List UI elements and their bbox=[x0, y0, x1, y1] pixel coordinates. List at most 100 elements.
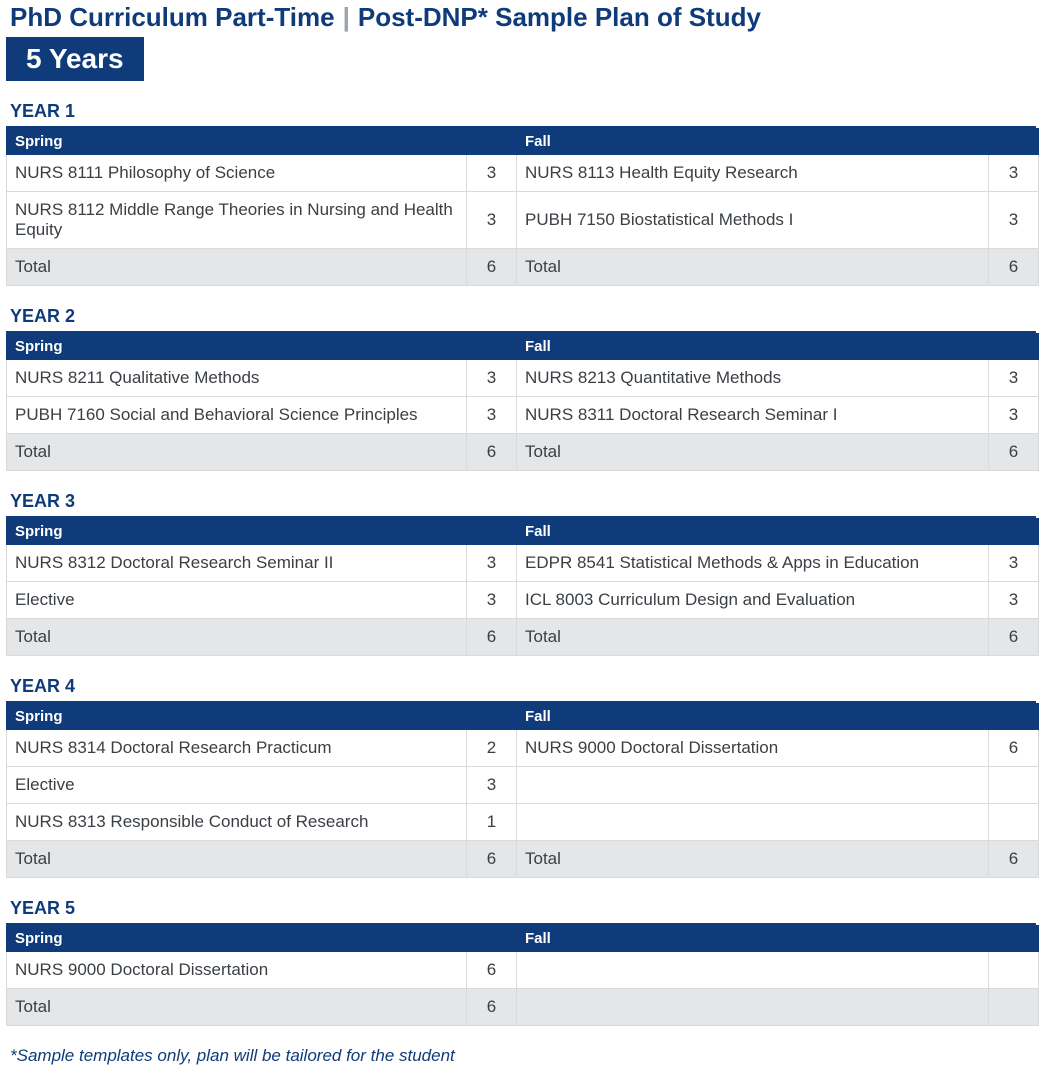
title-sub: Post-DNP* Sample Plan of Study bbox=[358, 2, 761, 33]
fall-credits: 3 bbox=[989, 360, 1039, 397]
footnote: *Sample templates only, plan will be tai… bbox=[6, 1044, 1036, 1068]
fall-total-label: Total bbox=[517, 434, 989, 471]
total-row: Total6Total6 bbox=[7, 619, 1039, 656]
spring-total-label: Total bbox=[7, 619, 467, 656]
year-block: YEAR 1SpringFallNURS 8111 Philosophy of … bbox=[6, 99, 1036, 286]
fall-total-value: 6 bbox=[989, 249, 1039, 286]
semester-table: SpringFallNURS 8312 Doctoral Research Se… bbox=[6, 518, 1039, 656]
semester-table: SpringFallNURS 8111 Philosophy of Scienc… bbox=[6, 128, 1039, 286]
duration-badge: 5 Years bbox=[6, 37, 144, 81]
spring-header: Spring bbox=[7, 519, 517, 545]
page-title-row: PhD Curriculum Part-Time | Post-DNP* Sam… bbox=[6, 2, 1036, 33]
fall-course: PUBH 7150 Biostatistical Methods I bbox=[517, 192, 989, 249]
semester-table: SpringFallNURS 9000 Doctoral Dissertatio… bbox=[6, 925, 1039, 1026]
fall-course: NURS 8213 Quantitative Methods bbox=[517, 360, 989, 397]
fall-course bbox=[517, 952, 989, 989]
title-separator: | bbox=[343, 2, 350, 33]
spring-total-label: Total bbox=[7, 841, 467, 878]
spring-credits: 6 bbox=[467, 952, 517, 989]
fall-header: Fall bbox=[517, 519, 1039, 545]
spring-course: NURS 8211 Qualitative Methods bbox=[7, 360, 467, 397]
semester-table: SpringFallNURS 8211 Qualitative Methods3… bbox=[6, 333, 1039, 471]
spring-course: PUBH 7160 Social and Behavioral Science … bbox=[7, 397, 467, 434]
table-row: NURS 8112 Middle Range Theories in Nursi… bbox=[7, 192, 1039, 249]
spring-total-value: 6 bbox=[467, 434, 517, 471]
year-label: YEAR 3 bbox=[6, 489, 1036, 518]
total-row: Total6Total6 bbox=[7, 841, 1039, 878]
fall-credits: 3 bbox=[989, 582, 1039, 619]
spring-course: Elective bbox=[7, 767, 467, 804]
spring-total-value: 6 bbox=[467, 841, 517, 878]
fall-credits: 3 bbox=[989, 155, 1039, 192]
spring-credits: 3 bbox=[467, 360, 517, 397]
fall-course bbox=[517, 767, 989, 804]
total-row: Total6Total6 bbox=[7, 249, 1039, 286]
fall-course: NURS 8311 Doctoral Research Seminar I bbox=[517, 397, 989, 434]
table-row: Elective3 bbox=[7, 767, 1039, 804]
spring-total-label: Total bbox=[7, 249, 467, 286]
fall-header: Fall bbox=[517, 704, 1039, 730]
year-block: YEAR 3SpringFallNURS 8312 Doctoral Resea… bbox=[6, 489, 1036, 656]
year-block: YEAR 5SpringFallNURS 9000 Doctoral Disse… bbox=[6, 896, 1036, 1026]
fall-course: NURS 9000 Doctoral Dissertation bbox=[517, 730, 989, 767]
fall-total-label bbox=[517, 989, 989, 1026]
fall-course: EDPR 8541 Statistical Methods & Apps in … bbox=[517, 545, 989, 582]
year-label: YEAR 4 bbox=[6, 674, 1036, 703]
fall-total-value: 6 bbox=[989, 434, 1039, 471]
year-block: YEAR 2SpringFallNURS 8211 Qualitative Me… bbox=[6, 304, 1036, 471]
fall-header: Fall bbox=[517, 129, 1039, 155]
spring-course: NURS 8313 Responsible Conduct of Researc… bbox=[7, 804, 467, 841]
fall-course: NURS 8113 Health Equity Research bbox=[517, 155, 989, 192]
fall-header: Fall bbox=[517, 926, 1039, 952]
spring-total-label: Total bbox=[7, 434, 467, 471]
table-row: NURS 8313 Responsible Conduct of Researc… bbox=[7, 804, 1039, 841]
table-row: NURS 8111 Philosophy of Science3NURS 811… bbox=[7, 155, 1039, 192]
fall-credits: 3 bbox=[989, 545, 1039, 582]
spring-total-label: Total bbox=[7, 989, 467, 1026]
spring-header: Spring bbox=[7, 704, 517, 730]
semester-table: SpringFallNURS 8314 Doctoral Research Pr… bbox=[6, 703, 1039, 878]
spring-header: Spring bbox=[7, 334, 517, 360]
spring-credits: 2 bbox=[467, 730, 517, 767]
spring-total-value: 6 bbox=[467, 249, 517, 286]
spring-header: Spring bbox=[7, 926, 517, 952]
spring-total-value: 6 bbox=[467, 989, 517, 1026]
fall-total-label: Total bbox=[517, 619, 989, 656]
spring-credits: 3 bbox=[467, 155, 517, 192]
fall-course bbox=[517, 804, 989, 841]
fall-credits: 3 bbox=[989, 397, 1039, 434]
year-label: YEAR 1 bbox=[6, 99, 1036, 128]
spring-course: NURS 8314 Doctoral Research Practicum bbox=[7, 730, 467, 767]
fall-credits bbox=[989, 804, 1039, 841]
fall-total-label: Total bbox=[517, 841, 989, 878]
fall-header: Fall bbox=[517, 334, 1039, 360]
spring-credits: 3 bbox=[467, 767, 517, 804]
table-row: NURS 8312 Doctoral Research Seminar II3E… bbox=[7, 545, 1039, 582]
year-label: YEAR 5 bbox=[6, 896, 1036, 925]
total-row: Total6Total6 bbox=[7, 434, 1039, 471]
spring-header: Spring bbox=[7, 129, 517, 155]
table-row: NURS 8314 Doctoral Research Practicum2NU… bbox=[7, 730, 1039, 767]
fall-total-value: 6 bbox=[989, 841, 1039, 878]
fall-credits bbox=[989, 767, 1039, 804]
years-container: YEAR 1SpringFallNURS 8111 Philosophy of … bbox=[6, 99, 1036, 1026]
fall-total-value bbox=[989, 989, 1039, 1026]
spring-course: Elective bbox=[7, 582, 467, 619]
spring-credits: 3 bbox=[467, 582, 517, 619]
spring-course: NURS 8312 Doctoral Research Seminar II bbox=[7, 545, 467, 582]
spring-course: NURS 8112 Middle Range Theories in Nursi… bbox=[7, 192, 467, 249]
spring-credits: 3 bbox=[467, 545, 517, 582]
fall-credits: 6 bbox=[989, 730, 1039, 767]
spring-credits: 1 bbox=[467, 804, 517, 841]
year-label: YEAR 2 bbox=[6, 304, 1036, 333]
total-row: Total6 bbox=[7, 989, 1039, 1026]
table-row: PUBH 7160 Social and Behavioral Science … bbox=[7, 397, 1039, 434]
fall-credits bbox=[989, 952, 1039, 989]
table-row: NURS 8211 Qualitative Methods3NURS 8213 … bbox=[7, 360, 1039, 397]
curriculum-plan: PhD Curriculum Part-Time | Post-DNP* Sam… bbox=[0, 0, 1042, 1074]
title-main: PhD Curriculum Part-Time bbox=[10, 2, 335, 33]
spring-total-value: 6 bbox=[467, 619, 517, 656]
year-block: YEAR 4SpringFallNURS 8314 Doctoral Resea… bbox=[6, 674, 1036, 878]
fall-credits: 3 bbox=[989, 192, 1039, 249]
table-row: Elective3ICL 8003 Curriculum Design and … bbox=[7, 582, 1039, 619]
